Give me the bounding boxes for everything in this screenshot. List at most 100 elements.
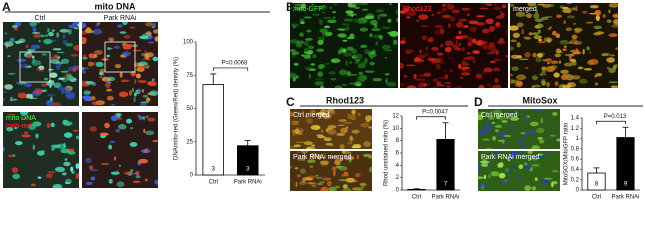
structure xyxy=(431,86,439,88)
structure xyxy=(16,81,21,85)
structure xyxy=(589,12,597,15)
structure xyxy=(512,189,517,191)
structure xyxy=(435,10,444,15)
structure xyxy=(345,60,348,67)
structure xyxy=(363,141,371,148)
structure xyxy=(364,115,372,122)
structure xyxy=(61,91,64,95)
structure xyxy=(350,114,357,121)
structure xyxy=(144,178,148,182)
figure: mito DNA mito-GFP Rhod123 merged Ctrl merged… xyxy=(2,0,643,201)
structure xyxy=(300,151,308,154)
structure xyxy=(492,109,502,116)
structure xyxy=(356,83,362,86)
structure xyxy=(608,33,618,37)
structure xyxy=(538,38,542,42)
structure xyxy=(314,126,320,130)
structure xyxy=(315,174,319,177)
structure xyxy=(113,45,120,49)
structure xyxy=(551,169,559,173)
structure xyxy=(498,172,506,179)
structure xyxy=(538,23,544,28)
structure xyxy=(32,57,36,64)
structure xyxy=(448,57,454,59)
structure xyxy=(403,74,408,78)
structure xyxy=(396,18,398,23)
structure xyxy=(107,46,110,51)
structure xyxy=(357,113,361,116)
structure xyxy=(521,28,524,35)
structure xyxy=(495,129,499,133)
structure xyxy=(77,65,79,70)
structure xyxy=(449,16,456,22)
x-tick-label: Park RNAi xyxy=(431,195,459,201)
zoom-box xyxy=(104,41,136,73)
structure xyxy=(67,150,76,155)
structure xyxy=(152,29,158,34)
structure xyxy=(52,183,63,188)
structure xyxy=(501,180,510,184)
structure xyxy=(537,29,541,34)
structure xyxy=(406,85,417,88)
structure xyxy=(142,94,148,98)
structure xyxy=(418,74,426,77)
structure xyxy=(416,19,420,22)
structure xyxy=(455,39,458,45)
structure xyxy=(483,67,493,73)
structure xyxy=(357,187,364,191)
structure xyxy=(533,35,543,40)
structure xyxy=(458,30,462,35)
structure xyxy=(293,62,299,66)
structure xyxy=(519,58,529,61)
structure xyxy=(501,4,507,9)
significance-bracket xyxy=(212,67,249,71)
structure xyxy=(61,172,67,176)
structure xyxy=(546,81,550,88)
structure xyxy=(43,38,53,45)
structure xyxy=(306,118,313,124)
structure xyxy=(444,40,454,47)
structure xyxy=(451,9,460,14)
structure xyxy=(524,130,533,134)
structure xyxy=(332,170,336,177)
structure xyxy=(332,11,337,14)
structure xyxy=(562,48,567,52)
p-value: P=0.013 xyxy=(604,114,627,120)
structure xyxy=(426,46,429,51)
structure xyxy=(145,22,154,27)
structure xyxy=(139,102,147,106)
structure xyxy=(542,151,552,153)
structure xyxy=(406,51,410,54)
structure xyxy=(343,51,352,57)
structure xyxy=(534,177,538,182)
structure xyxy=(99,76,103,79)
structure xyxy=(82,67,85,71)
micrograph xyxy=(82,22,158,106)
panel-title: MitoSox xyxy=(523,95,558,105)
panel-label: B xyxy=(286,0,295,14)
x-tick-label: Park RNAi xyxy=(611,195,639,201)
structure xyxy=(575,5,578,12)
structure xyxy=(110,115,118,122)
image-label: mito DNA xyxy=(6,115,36,122)
structure xyxy=(593,32,602,36)
structure xyxy=(519,151,524,154)
structure xyxy=(527,151,533,155)
y-tick-label: 10 xyxy=(392,126,399,132)
structure xyxy=(496,115,500,119)
structure xyxy=(323,16,332,20)
structure xyxy=(138,66,148,69)
structure xyxy=(478,84,485,88)
structure xyxy=(515,11,526,17)
structure xyxy=(82,22,87,29)
x-tick-label: Ctrl xyxy=(592,195,601,201)
structure xyxy=(354,53,363,60)
structure xyxy=(381,26,391,29)
structure xyxy=(319,19,323,26)
structure xyxy=(545,16,553,18)
structure xyxy=(54,166,65,173)
structure xyxy=(485,124,494,130)
structure xyxy=(75,135,79,140)
structure xyxy=(319,160,330,165)
structure xyxy=(122,43,132,50)
